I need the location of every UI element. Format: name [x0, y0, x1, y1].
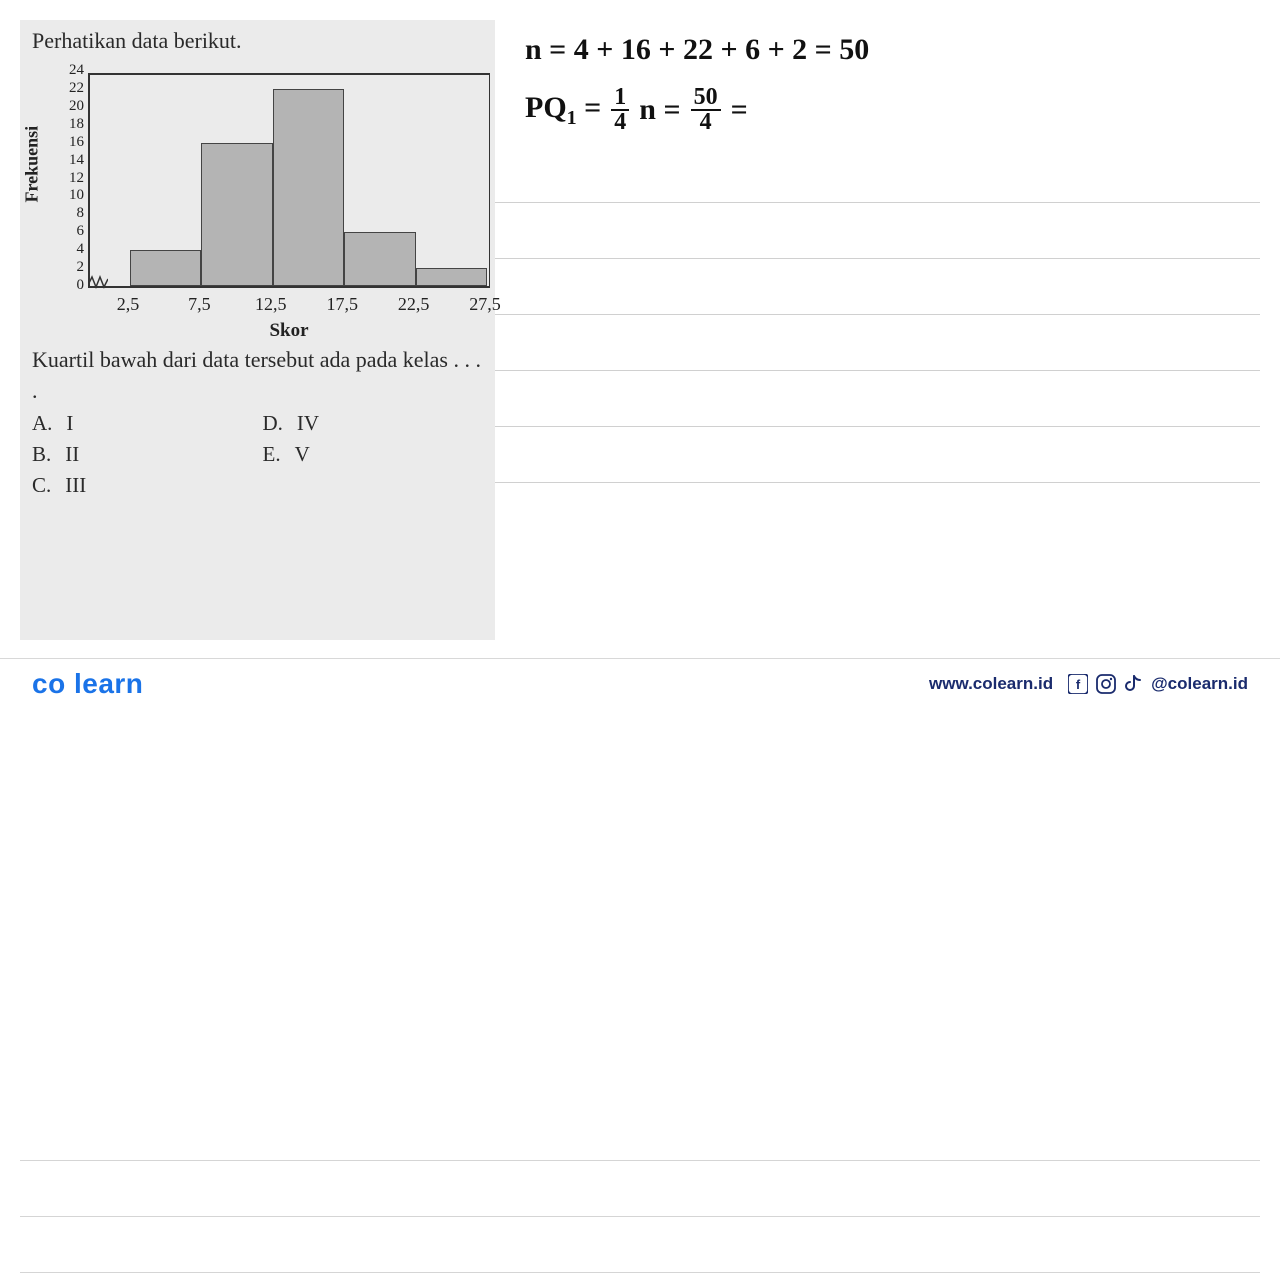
y-tick: 10 [60, 187, 84, 204]
x-tick: 17,5 [326, 294, 358, 315]
y-tick: 6 [60, 223, 84, 240]
problem-title: Perhatikan data berikut. [32, 28, 483, 54]
problem-panel: Perhatikan data berikut. Frekuensi 02468… [20, 20, 495, 640]
y-tick: 24 [60, 62, 84, 79]
option-e[interactable]: E.V [263, 442, 484, 467]
website-link[interactable]: www.colearn.id [929, 674, 1053, 694]
y-tick: 4 [60, 241, 84, 258]
footer-right: www.colearn.id f @colearn.id [929, 673, 1248, 695]
svg-text:f: f [1076, 677, 1081, 692]
tiktok-icon[interactable] [1123, 673, 1145, 695]
y-tick: 8 [60, 205, 84, 222]
handwriting-area: n = 4 + 16 + 22 + 6 + 2 = 50 PQ1 = 1 4 n… [495, 20, 1280, 640]
option-c[interactable]: C.III [32, 473, 253, 498]
handwriting-line-1: n = 4 + 16 + 22 + 6 + 2 = 50 [525, 32, 1260, 68]
bar [130, 250, 201, 286]
bar [416, 268, 487, 286]
bar [273, 89, 344, 286]
bars-group [90, 75, 489, 286]
y-tick: 18 [60, 116, 84, 133]
y-tick: 14 [60, 152, 84, 169]
histogram-chart: Frekuensi 024681012141618202224 2,57,512… [40, 62, 483, 327]
bar [344, 232, 415, 286]
y-axis-label: Frekuensi [22, 126, 43, 203]
y-tick: 20 [60, 98, 84, 115]
y-tick: 0 [60, 277, 84, 294]
answer-options: A.I D.IV B.II E.V C.III [32, 411, 483, 498]
facebook-icon[interactable]: f [1067, 673, 1089, 695]
bar [201, 143, 272, 286]
y-tick: 22 [60, 80, 84, 97]
x-tick: 7,5 [188, 294, 211, 315]
question-text: Kuartil bawah dari data tersebut ada pad… [32, 345, 483, 407]
logo[interactable]: co learn [32, 668, 143, 700]
x-tick: 2,5 [117, 294, 140, 315]
x-axis-label: Skor [88, 320, 490, 342]
footer: co learn www.colearn.id f @colearn.id [0, 658, 1280, 720]
x-tick: 22,5 [398, 294, 430, 315]
option-b[interactable]: B.II [32, 442, 253, 467]
option-a[interactable]: A.I [32, 411, 253, 436]
fraction-1: 1 4 [611, 86, 629, 134]
x-tick: 12,5 [255, 294, 287, 315]
plot-area [88, 73, 490, 288]
y-tick: 2 [60, 259, 84, 276]
handwriting-line-2: PQ1 = 1 4 n = 50 4 = [525, 86, 1260, 134]
social-handle[interactable]: @colearn.id [1151, 674, 1248, 694]
y-tick: 16 [60, 134, 84, 151]
instagram-icon[interactable] [1095, 673, 1117, 695]
y-tick: 12 [60, 170, 84, 187]
option-d[interactable]: D.IV [263, 411, 484, 436]
fraction-2: 50 4 [691, 86, 721, 134]
